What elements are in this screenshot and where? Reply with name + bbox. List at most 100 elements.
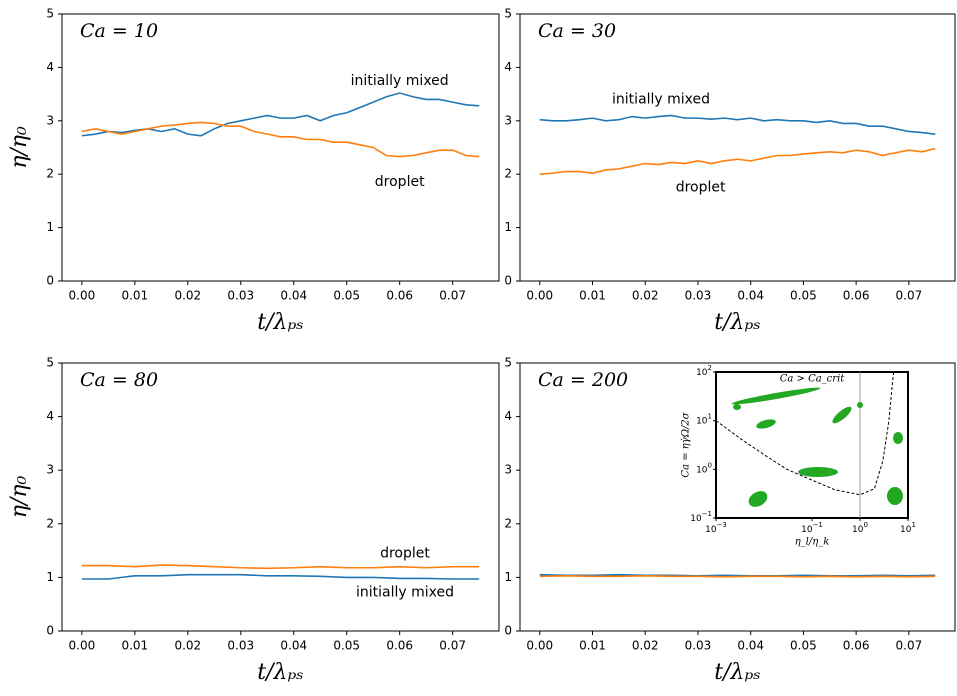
x-tick-label: 0.00	[69, 289, 96, 303]
annotation: initially mixed	[356, 584, 454, 600]
inset-tick-label: 100	[696, 461, 712, 475]
x-tick-label: 0.03	[685, 639, 712, 653]
y-tick-label: 0	[504, 274, 512, 288]
y-tick-label: 0	[504, 624, 512, 638]
y-tick-label: 2	[504, 516, 512, 530]
tick-exponent: 0	[863, 521, 867, 529]
panel-title: Ca = 10	[80, 20, 158, 42]
plot-frame	[519, 13, 956, 282]
data-line	[539, 573, 936, 577]
inset-tick-label: 102	[696, 364, 712, 378]
tick-base: 10	[852, 525, 864, 535]
x-tick-label: 0.07	[896, 639, 923, 653]
y-tick-label: 3	[46, 463, 54, 477]
annotation: droplet	[676, 180, 726, 196]
inset-tick-label: 101	[900, 521, 916, 535]
x-tick-label: 0.04	[280, 289, 307, 303]
x-tick-label: 0.05	[333, 639, 360, 653]
y-tick-label: 1	[46, 570, 54, 584]
y-tick-label: 0	[46, 274, 54, 288]
x-tick-label: 0.07	[439, 639, 466, 653]
annotation: droplet	[375, 174, 425, 190]
y-tick-label: 5	[46, 7, 54, 21]
data-line	[81, 121, 480, 158]
inset-tick-label: 10−1	[690, 510, 712, 524]
panel-title: Ca = 80	[80, 369, 158, 391]
x-tick-label: 0.02	[174, 639, 201, 653]
x-tick-label: 0.00	[526, 639, 553, 653]
annotation: droplet	[380, 545, 430, 561]
y-tick-label: 4	[46, 409, 54, 423]
y-tick-label: 1	[504, 220, 512, 234]
data-line	[81, 564, 480, 570]
tick-exponent: −1	[702, 510, 712, 518]
tick-exponent: 1	[708, 413, 712, 421]
x-tick-label: 0.03	[227, 639, 254, 653]
droplet-shape	[748, 491, 768, 507]
y-tick-label: 1	[46, 220, 54, 234]
y-tick-label: 3	[504, 463, 512, 477]
tick-base: 10	[696, 368, 708, 378]
x-axis-label: t/λₚₛ	[257, 660, 303, 685]
x-tick-label: 0.03	[227, 289, 254, 303]
tick-exponent: −1	[813, 521, 823, 529]
y-tick-label: 4	[46, 60, 54, 74]
x-tick-label: 0.05	[790, 289, 817, 303]
x-tick-label: 0.04	[737, 289, 764, 303]
y-tick-label: 2	[46, 167, 54, 181]
inset-title: Ca > Ca_crit	[780, 374, 846, 385]
x-tick-label: 0.02	[174, 289, 201, 303]
panel-title: Ca = 30	[538, 20, 616, 42]
x-axis-label: t/λₚₛ	[257, 310, 303, 335]
y-tick-label: 5	[504, 7, 512, 21]
x-tick-label: 0.07	[896, 289, 923, 303]
data-line	[539, 147, 936, 175]
x-tick-label: 0.06	[386, 289, 413, 303]
x-tick-label: 0.01	[121, 289, 148, 303]
y-tick-label: 4	[504, 60, 512, 74]
plot-frame	[61, 362, 500, 632]
y-tick-label: 2	[504, 167, 512, 181]
x-tick-label: 0.02	[632, 639, 659, 653]
y-axis-label: η/η₀	[7, 476, 32, 519]
y-tick-label: 4	[504, 409, 512, 423]
inset-frame	[715, 371, 909, 519]
inset-tick-label: 101	[696, 413, 712, 427]
tick-base: 10	[696, 416, 708, 426]
droplet-shape	[857, 402, 863, 408]
critical-curve	[715, 371, 895, 496]
x-tick-label: 0.04	[737, 639, 764, 653]
y-tick-label: 5	[46, 356, 54, 370]
x-tick-label: 0.01	[579, 639, 606, 653]
droplet-shape	[798, 467, 838, 477]
x-tick-label: 0.05	[790, 639, 817, 653]
panel-title: Ca = 200	[538, 369, 628, 391]
tick-exponent: 0	[708, 461, 712, 469]
y-tick-label: 0	[46, 624, 54, 638]
tick-exponent: 2	[708, 364, 712, 372]
y-tick-label: 3	[504, 113, 512, 127]
x-tick-label: 0.02	[632, 289, 659, 303]
plot-frame	[61, 13, 500, 282]
x-axis-label: t/λₚₛ	[714, 310, 760, 335]
x-tick-label: 0.06	[843, 289, 870, 303]
inset-tick-label: 100	[852, 521, 868, 535]
y-tick-label: 1	[504, 570, 512, 584]
annotation: initially mixed	[612, 91, 710, 107]
x-tick-label: 0.06	[386, 639, 413, 653]
tick-exponent: 1	[911, 521, 915, 529]
data-line	[539, 114, 936, 135]
x-tick-label: 0.06	[843, 639, 870, 653]
droplet-shape	[893, 432, 903, 444]
inset-tick-label: 10−1	[801, 521, 823, 535]
x-tick-label: 0.04	[280, 639, 307, 653]
tick-base: 10	[696, 465, 708, 475]
droplet-shape	[733, 404, 741, 410]
droplet-shape	[731, 387, 821, 405]
tick-base: 10	[801, 525, 813, 535]
y-tick-label: 3	[46, 113, 54, 127]
x-tick-label: 0.00	[526, 289, 553, 303]
data-line	[81, 573, 480, 580]
data-line	[539, 574, 936, 578]
x-tick-label: 0.05	[333, 289, 360, 303]
